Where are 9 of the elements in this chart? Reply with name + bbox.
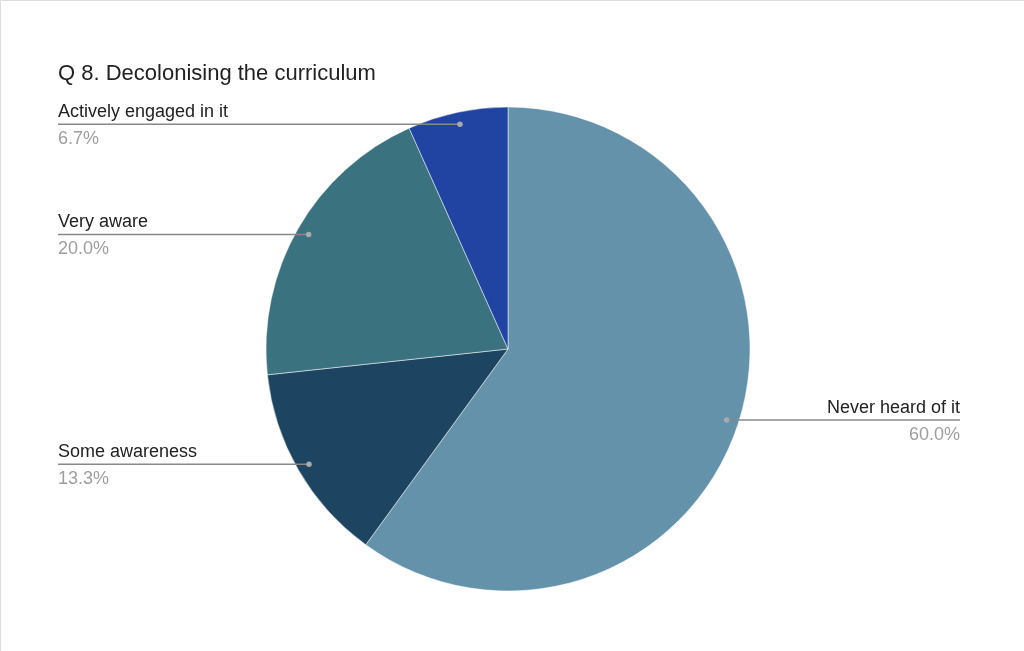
slice-label: Never heard of it xyxy=(826,397,960,418)
chart-title: Q 8. Decolonising the curriculum xyxy=(58,60,376,85)
data-label: 20.0% xyxy=(58,238,110,259)
slice-label: Some awareness xyxy=(58,441,198,462)
slice-label: Very aware xyxy=(58,211,149,232)
data-label: 6.7% xyxy=(58,128,100,149)
data-label: 13.3% xyxy=(58,468,110,489)
data-label: 60.0% xyxy=(908,424,960,445)
slice-label: Actively engaged in it xyxy=(58,101,229,122)
